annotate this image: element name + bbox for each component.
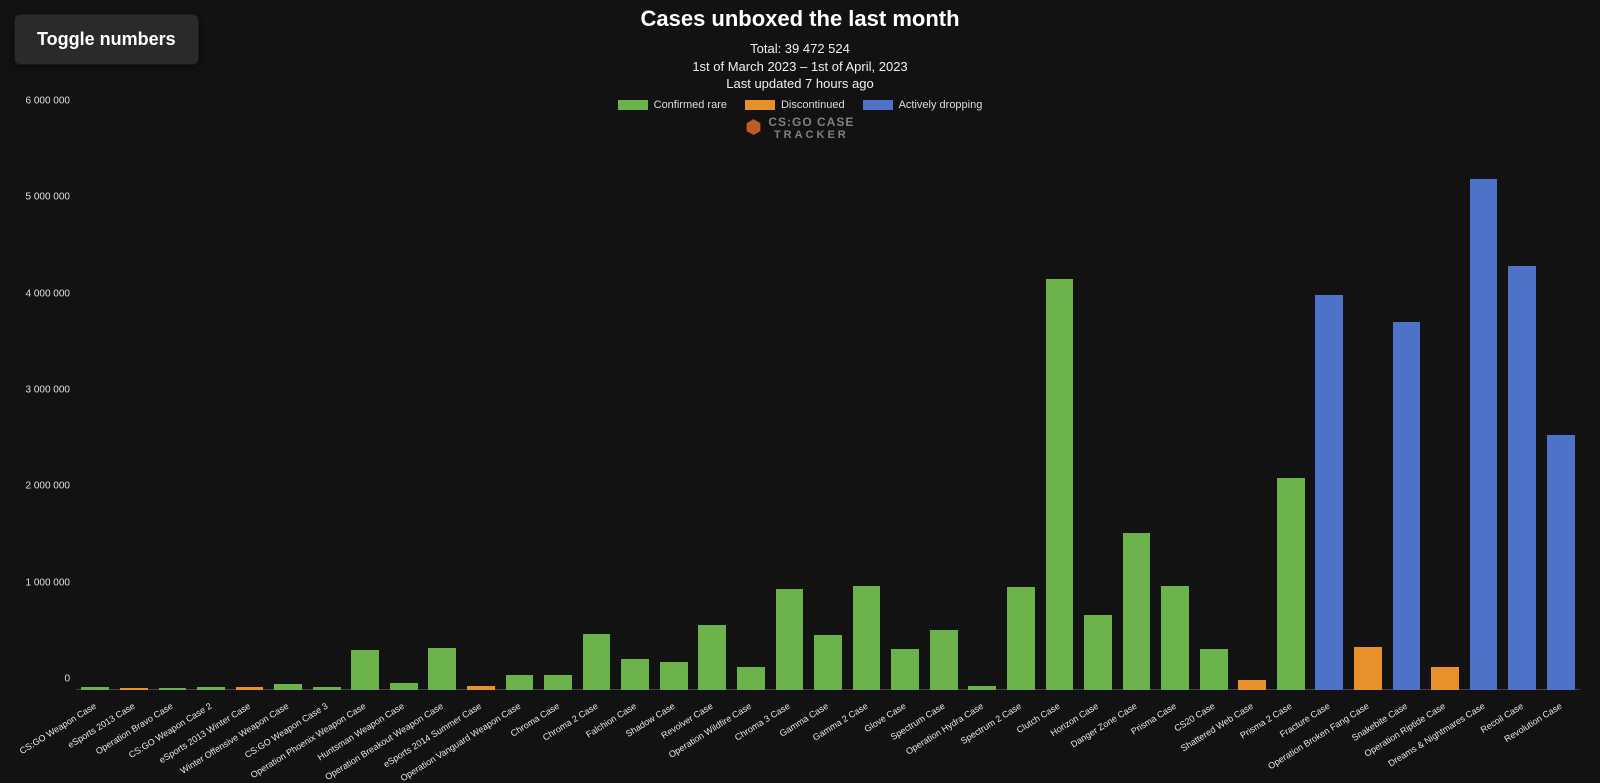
bar[interactable] xyxy=(1315,295,1343,690)
y-axis-tick-label: 6 000 000 xyxy=(26,96,71,107)
chart-title: Cases unboxed the last month xyxy=(0,6,1600,32)
bar[interactable] xyxy=(1123,533,1151,690)
legend-swatch xyxy=(745,100,775,110)
bar[interactable] xyxy=(313,687,341,690)
bar[interactable] xyxy=(698,625,726,691)
bar[interactable] xyxy=(428,648,456,690)
bar[interactable] xyxy=(197,687,225,690)
legend-label: Actively dropping xyxy=(899,99,983,111)
bar[interactable] xyxy=(1277,478,1305,690)
bar[interactable] xyxy=(1508,266,1536,690)
y-axis-tick-label: 5 000 000 xyxy=(26,192,71,203)
bar[interactable] xyxy=(1046,279,1074,690)
bar[interactable] xyxy=(1354,647,1382,690)
bar[interactable] xyxy=(390,683,418,690)
bar[interactable] xyxy=(776,589,804,690)
x-axis-tick-label: Danger Zone Case xyxy=(1069,701,1139,750)
legend-swatch xyxy=(863,100,893,110)
bar[interactable] xyxy=(351,650,379,690)
bar[interactable] xyxy=(891,649,919,690)
bar[interactable] xyxy=(1084,615,1112,690)
bar[interactable] xyxy=(621,659,649,690)
bar[interactable] xyxy=(853,586,881,690)
bar[interactable] xyxy=(120,688,148,690)
y-axis-tick-label: 2 000 000 xyxy=(26,481,71,492)
legend-label: Discontinued xyxy=(781,99,845,111)
bar[interactable] xyxy=(544,675,572,690)
bar[interactable] xyxy=(1470,179,1498,690)
bar[interactable] xyxy=(1161,586,1189,690)
bar[interactable] xyxy=(737,667,765,690)
chart-legend: Confirmed rare Discontinued Actively dropp… xyxy=(0,99,1600,111)
y-axis-tick-label: 3 000 000 xyxy=(26,385,71,396)
bar[interactable] xyxy=(1393,322,1421,690)
y-axis-tick-label: 4 000 000 xyxy=(26,288,71,299)
y-axis-tick-label: 1 000 000 xyxy=(26,577,71,588)
legend-item: Confirmed rare xyxy=(618,99,727,111)
subtitle-total: Total: 39 472 524 xyxy=(0,40,1600,58)
bar[interactable] xyxy=(930,630,958,690)
bar[interactable] xyxy=(159,688,187,690)
bar[interactable] xyxy=(968,686,996,690)
bar[interactable] xyxy=(81,687,109,690)
bar[interactable] xyxy=(1431,667,1459,690)
bar[interactable] xyxy=(1007,587,1035,690)
bar[interactable] xyxy=(1238,680,1266,690)
legend-item: Actively dropping xyxy=(863,99,983,111)
bar-chart: 01 000 0002 000 0003 000 0004 000 0005 0… xyxy=(76,112,1580,690)
legend-item: Discontinued xyxy=(745,99,845,111)
bar[interactable] xyxy=(467,686,495,690)
bar[interactable] xyxy=(506,675,534,690)
bar[interactable] xyxy=(583,634,611,690)
y-axis-tick-label: 0 xyxy=(64,674,70,685)
subtitle-range: 1st of March 2023 – 1st of April, 2023 xyxy=(0,58,1600,76)
legend-label: Confirmed rare xyxy=(654,99,727,111)
bar[interactable] xyxy=(236,687,264,690)
bar[interactable] xyxy=(1547,435,1575,690)
legend-swatch xyxy=(618,100,648,110)
subtitle-updated: Last updated 7 hours ago xyxy=(0,75,1600,93)
bar[interactable] xyxy=(814,635,842,690)
bar[interactable] xyxy=(660,662,688,690)
bar[interactable] xyxy=(274,684,302,690)
bar[interactable] xyxy=(1200,649,1228,690)
